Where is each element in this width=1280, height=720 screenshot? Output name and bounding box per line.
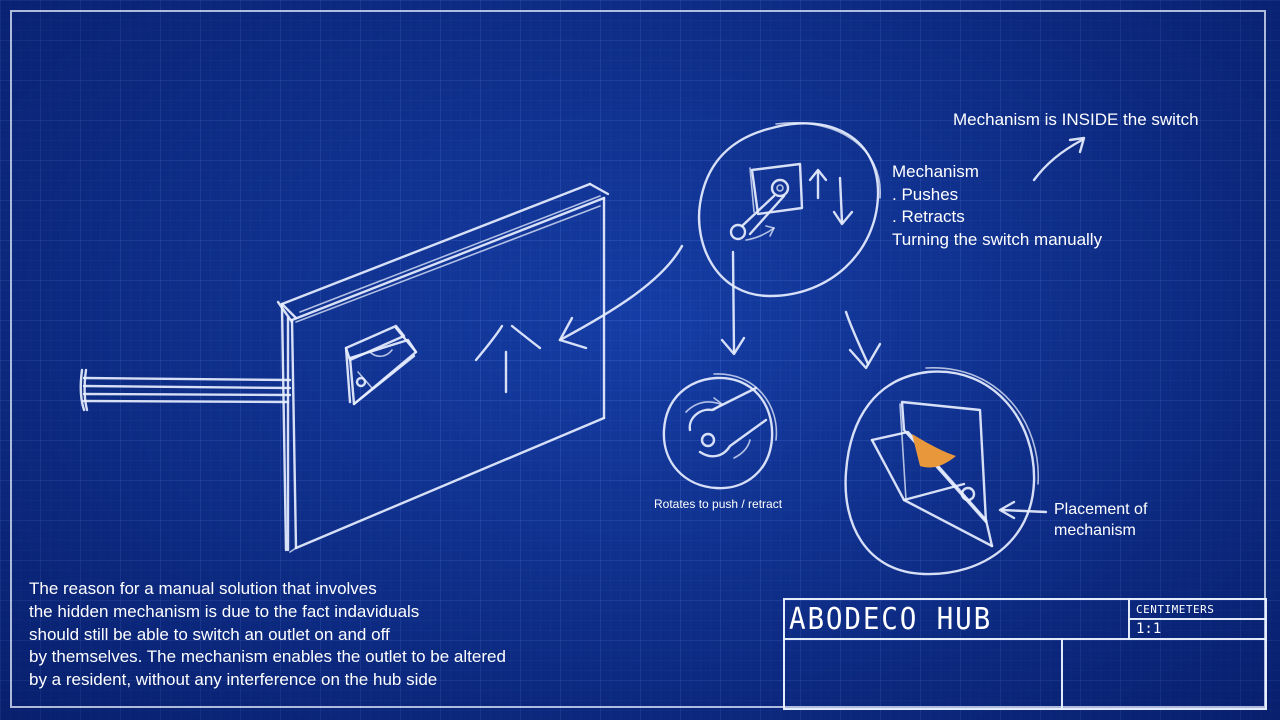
reason-paragraph: The reason for a manual solution that in…: [29, 578, 506, 692]
mechanism-line: . Pushes: [892, 184, 959, 204]
mechanism-annotation: Mechanism . Pushes . Retracts Turning th…: [892, 161, 1102, 251]
hub-rod: [79, 368, 292, 412]
placement-line: Placement of: [1054, 501, 1148, 518]
switch-panel: [276, 182, 610, 553]
title-block-empty-cell-right: [1061, 638, 1267, 710]
note-arrow: [1032, 136, 1086, 182]
rotation-detail-circle: [662, 373, 778, 490]
scale-label: 1:1: [1136, 621, 1162, 637]
placement-detail-circle: [844, 367, 1048, 576]
placement-caption: Placement of mechanism: [1054, 499, 1147, 541]
mechanism-line: Turning the switch manually: [892, 229, 1103, 249]
project-title: ABODECO HUB: [789, 602, 993, 637]
units-label: CENTIMETERS: [1136, 603, 1215, 616]
reason-line: The reason for a manual solution that in…: [29, 579, 377, 598]
pointer-arrow-down: [720, 250, 746, 356]
up-arrow-icon: [474, 324, 542, 394]
pointer-arrow-to-panel: [558, 244, 684, 350]
rotates-caption: Rotates to push / retract: [654, 497, 783, 511]
mechanism-title: Mechanism: [892, 162, 979, 181]
reason-line: by themselves. The mechanism enables the…: [29, 647, 506, 667]
panel-switch: [344, 324, 418, 406]
inside-switch-note: Mechanism is INSIDE the switch: [953, 110, 1199, 129]
reason-line: should still be able to switch an outlet…: [29, 624, 390, 644]
title-block-empty-cell-left: [783, 638, 1063, 710]
mechanism-detail-circle: [697, 122, 881, 298]
mechanism-line: . Retracts: [892, 207, 965, 226]
reason-line: by a resident, without any interference …: [29, 670, 438, 690]
reason-line: the hidden mechanism is due to the fact …: [29, 601, 420, 621]
pointer-arrow-right-down: [844, 310, 882, 370]
placement-line: mechanism: [1054, 522, 1136, 539]
